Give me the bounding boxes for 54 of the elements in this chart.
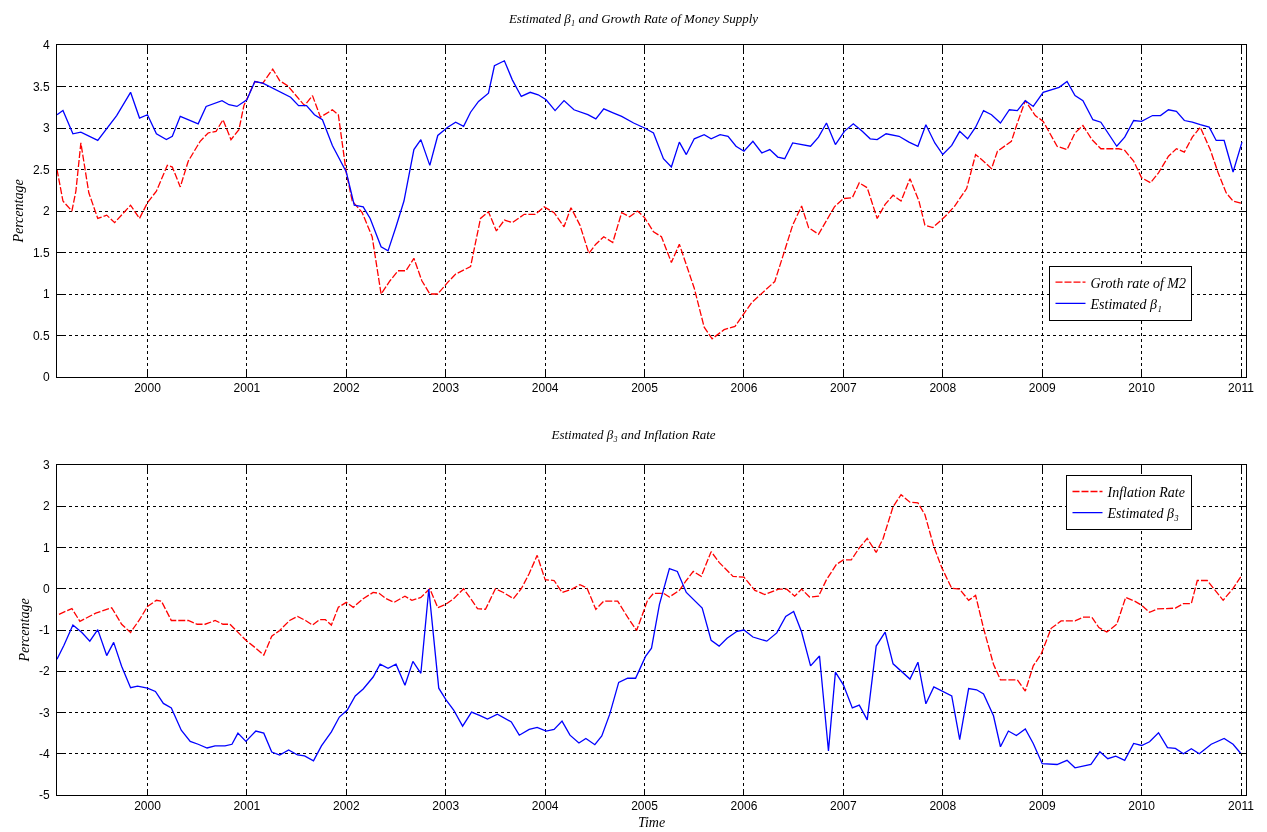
x-tick-label: 2007 — [830, 799, 858, 814]
y-tick-label: -3 — [38, 705, 50, 720]
x-tick-label: 2006 — [730, 381, 758, 396]
x-tick-label: 2010 — [1128, 381, 1156, 396]
x-tick-label: 2011 — [1228, 381, 1255, 396]
y-tick-label: 0 — [42, 581, 50, 596]
y-tick-label: 2.5 — [32, 162, 50, 177]
y-tick-label: 3 — [42, 121, 50, 136]
x-tick-label: 2011 — [1228, 799, 1255, 814]
x-tick-label: 2000 — [134, 381, 162, 396]
y-tick-label: 4 — [42, 38, 50, 53]
x-tick-label: 2009 — [1028, 799, 1056, 814]
y-tick-label: -5 — [38, 788, 50, 803]
y-tick-label: 3 — [42, 458, 50, 473]
legend-label: Estimated β₃ — [1106, 506, 1179, 522]
y-tick-label: -1 — [38, 623, 50, 638]
legend-label: Groth rate of M2 — [1090, 275, 1187, 291]
x-tick-label: 2000 — [134, 799, 162, 814]
y-tick-label: 3.5 — [32, 79, 50, 94]
x-tick-label: 2009 — [1028, 381, 1056, 396]
x-tick-label: 2006 — [730, 799, 758, 814]
line-series — [57, 60, 1243, 252]
x-tick-label: 2004 — [531, 381, 559, 396]
y-tick-label: 1.5 — [32, 245, 50, 260]
chart-title: Estimated β₃ and Inflation Rate — [550, 427, 716, 443]
chart-title: Estimated β₁ and Growth Rate of Money Supply — [507, 11, 759, 27]
x-tick-label: 2008 — [929, 799, 957, 814]
x-tick-label: 2010 — [1128, 799, 1156, 814]
x-tick-label: 2002 — [332, 381, 360, 396]
y-tick-label: 1 — [42, 540, 50, 555]
y-tick-label: 0.5 — [32, 328, 50, 343]
x-tick-label: 2003 — [432, 799, 460, 814]
legend-label: Inflation Rate — [1106, 484, 1185, 500]
x-tick-label: 2005 — [631, 381, 659, 396]
x-tick-label: 2001 — [233, 799, 261, 814]
x-tick-label: 2005 — [631, 799, 659, 814]
x-tick-label: 2002 — [332, 799, 360, 814]
y-tick-label: -4 — [38, 746, 50, 761]
x-tick-label: 2007 — [830, 381, 858, 396]
y-tick-label: -2 — [38, 664, 50, 679]
y-tick-label: 1 — [42, 287, 50, 302]
legend-label: Estimated β₁ — [1089, 296, 1162, 312]
x-tick-label: 2004 — [531, 799, 559, 814]
y-axis-title: Percentage — [10, 179, 26, 244]
x-axis-title: Time — [637, 814, 666, 830]
line-series — [57, 567, 1242, 769]
x-tick-label: 2008 — [929, 381, 957, 396]
y-tick-label: 2 — [42, 499, 50, 514]
y-tick-label: 0 — [42, 370, 50, 385]
line-series — [57, 68, 1243, 340]
x-tick-label: 2003 — [432, 381, 460, 396]
y-tick-label: 2 — [42, 204, 50, 219]
x-tick-label: 2001 — [233, 381, 261, 396]
y-axis-title: Percentage — [16, 598, 32, 663]
